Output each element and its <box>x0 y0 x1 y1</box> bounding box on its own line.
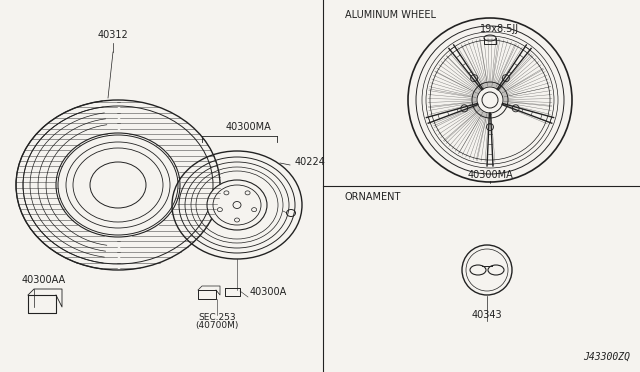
Text: 40300AA: 40300AA <box>22 275 66 285</box>
Text: (40700M): (40700M) <box>195 321 239 330</box>
Text: ALUMINUM WHEEL: ALUMINUM WHEEL <box>345 10 436 20</box>
Text: J43300ZQ: J43300ZQ <box>583 352 630 362</box>
Ellipse shape <box>207 180 267 230</box>
Text: 40343: 40343 <box>472 310 502 320</box>
Text: 19x8.5JJ: 19x8.5JJ <box>481 24 520 34</box>
Text: 40300MA: 40300MA <box>467 170 513 180</box>
Text: 40312: 40312 <box>98 30 129 40</box>
Text: 40300A: 40300A <box>250 287 287 297</box>
Text: 40300MA: 40300MA <box>225 122 271 132</box>
Text: ORNAMENT: ORNAMENT <box>345 192 401 202</box>
Text: SEC.253: SEC.253 <box>198 313 236 322</box>
Text: 40224: 40224 <box>295 157 326 167</box>
